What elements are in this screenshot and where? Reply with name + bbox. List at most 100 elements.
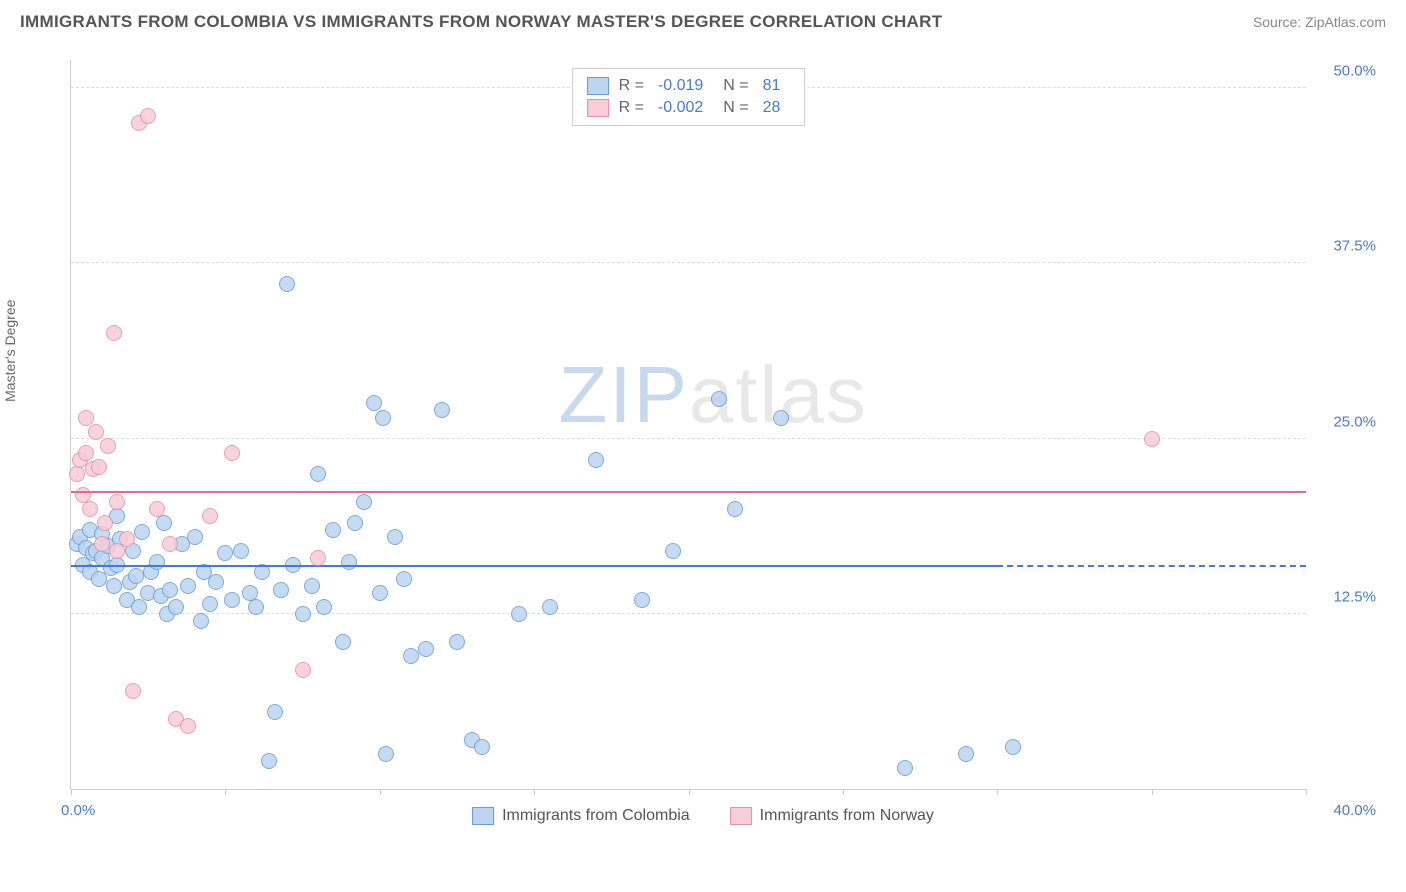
data-point: [897, 760, 913, 776]
data-point: [224, 592, 240, 608]
data-point: [131, 599, 147, 615]
regression-line: [71, 565, 997, 567]
data-point: [279, 276, 295, 292]
data-point: [310, 550, 326, 566]
data-point: [208, 574, 224, 590]
x-tick: [689, 789, 690, 795]
series-legend: Immigrants from Colombia Immigrants from …: [472, 807, 934, 825]
x-axis-min-label: 0.0%: [61, 802, 95, 819]
data-point: [341, 554, 357, 570]
data-point: [100, 438, 116, 454]
data-point: [156, 515, 172, 531]
data-point: [958, 746, 974, 762]
data-point: [149, 554, 165, 570]
data-point: [1144, 431, 1160, 447]
data-point: [94, 536, 110, 552]
data-point: [316, 599, 332, 615]
y-axis-label: Master's Degree: [2, 300, 18, 402]
x-tick: [843, 789, 844, 795]
data-point: [304, 578, 320, 594]
legend-row: R = -0.002N = 28: [587, 97, 791, 119]
data-point: [82, 501, 98, 517]
data-point: [449, 634, 465, 650]
data-point: [356, 494, 372, 510]
y-tick-label: 12.5%: [1316, 588, 1376, 605]
correlation-legend: R = -0.019N = 81R = -0.002N = 28: [572, 68, 806, 126]
data-point: [162, 536, 178, 552]
data-point: [106, 325, 122, 341]
chart-container: Master's Degree ZIPatlas 12.5%25.0%37.5%…: [20, 50, 1386, 840]
data-point: [187, 529, 203, 545]
legend-swatch: [730, 807, 752, 825]
data-point: [727, 501, 743, 517]
data-point: [91, 459, 107, 475]
data-point: [106, 578, 122, 594]
legend-swatch: [587, 99, 609, 117]
y-tick-label: 50.0%: [1316, 63, 1376, 80]
data-point: [140, 108, 156, 124]
data-point: [193, 613, 209, 629]
data-point: [119, 531, 135, 547]
data-point: [378, 746, 394, 762]
x-tick: [380, 789, 381, 795]
data-point: [202, 596, 218, 612]
data-point: [375, 410, 391, 426]
data-point: [295, 606, 311, 622]
regression-line-dashed: [997, 565, 1306, 567]
x-axis-max-label: 40.0%: [1333, 802, 1376, 819]
source-label: Source: ZipAtlas.com: [1253, 14, 1386, 30]
data-point: [97, 515, 113, 531]
data-point: [396, 571, 412, 587]
series-legend-item: Immigrants from Colombia: [472, 807, 690, 825]
data-point: [372, 585, 388, 601]
data-point: [347, 515, 363, 531]
watermark-zip: ZIP: [558, 350, 688, 439]
data-point: [88, 424, 104, 440]
x-tick: [71, 789, 72, 795]
gridline: [71, 262, 1306, 263]
data-point: [474, 739, 490, 755]
data-point: [162, 582, 178, 598]
data-point: [542, 599, 558, 615]
x-tick: [1152, 789, 1153, 795]
data-point: [134, 524, 150, 540]
data-point: [1005, 739, 1021, 755]
data-point: [217, 545, 233, 561]
data-point: [125, 683, 141, 699]
data-point: [149, 501, 165, 517]
data-point: [128, 568, 144, 584]
series-legend-item: Immigrants from Norway: [730, 807, 934, 825]
legend-row: R = -0.019N = 81: [587, 75, 791, 97]
data-point: [69, 466, 85, 482]
legend-swatch: [587, 77, 609, 95]
data-point: [325, 522, 341, 538]
gridline: [71, 438, 1306, 439]
data-point: [335, 634, 351, 650]
data-point: [261, 753, 277, 769]
y-tick-label: 25.0%: [1316, 413, 1376, 430]
data-point: [634, 592, 650, 608]
data-point: [248, 599, 264, 615]
data-point: [310, 466, 326, 482]
data-point: [180, 578, 196, 594]
data-point: [588, 452, 604, 468]
plot-area: ZIPatlas 12.5%25.0%37.5%50.0%0.0%40.0%R …: [70, 60, 1306, 790]
data-point: [273, 582, 289, 598]
x-tick: [534, 789, 535, 795]
data-point: [168, 599, 184, 615]
data-point: [434, 402, 450, 418]
chart-title: IMMIGRANTS FROM COLOMBIA VS IMMIGRANTS F…: [20, 12, 942, 32]
data-point: [78, 445, 94, 461]
regression-line: [71, 491, 1306, 493]
x-tick: [1306, 789, 1307, 795]
data-point: [267, 704, 283, 720]
series-name: Immigrants from Norway: [760, 807, 934, 825]
data-point: [711, 391, 727, 407]
data-point: [91, 571, 107, 587]
data-point: [202, 508, 218, 524]
data-point: [295, 662, 311, 678]
data-point: [665, 543, 681, 559]
data-point: [180, 718, 196, 734]
x-tick: [225, 789, 226, 795]
data-point: [224, 445, 240, 461]
